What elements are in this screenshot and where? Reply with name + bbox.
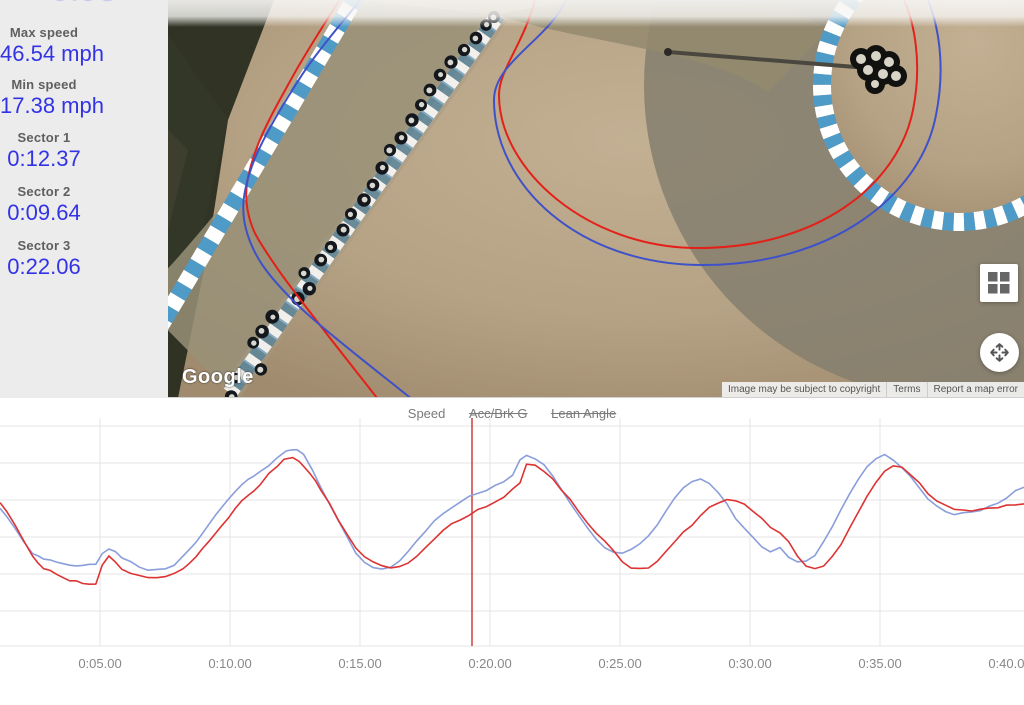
svg-text:0:05.00: 0:05.00 (78, 656, 121, 671)
svg-text:0:10.00: 0:10.00 (208, 656, 251, 671)
svg-text:0:40.00: 0:40.00 (988, 656, 1024, 671)
svg-text:0:25.00: 0:25.00 (598, 656, 641, 671)
svg-text:0:20.00: 0:20.00 (468, 656, 511, 671)
svg-text:0:30.00: 0:30.00 (728, 656, 771, 671)
svg-text:0:15.00: 0:15.00 (338, 656, 381, 671)
svg-text:0:35.00: 0:35.00 (858, 656, 901, 671)
